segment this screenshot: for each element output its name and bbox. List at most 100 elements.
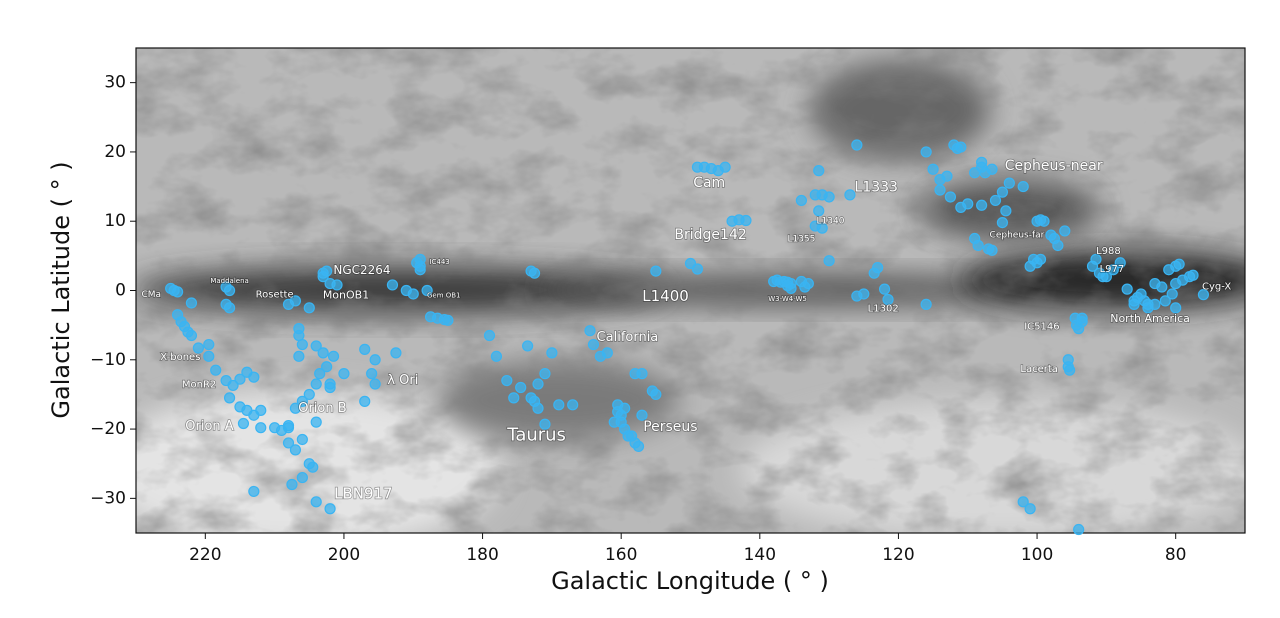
point <box>369 354 381 366</box>
point <box>359 343 371 355</box>
point <box>872 262 884 274</box>
point <box>317 271 329 283</box>
annotation: Cepheus-far <box>990 231 1045 241</box>
point <box>296 395 308 407</box>
point <box>324 503 336 515</box>
point <box>785 282 797 295</box>
annotation: W3-W4-W5 <box>768 295 807 303</box>
point <box>227 379 239 392</box>
point <box>171 286 184 298</box>
point <box>203 338 215 351</box>
point <box>650 265 662 277</box>
annotation: Perseus <box>643 419 697 435</box>
annotation: L1340 <box>817 217 845 227</box>
point <box>539 418 551 430</box>
point <box>286 478 298 491</box>
point <box>962 198 974 210</box>
point <box>1114 257 1126 269</box>
point <box>608 416 620 428</box>
annotation: California <box>597 330 659 345</box>
point <box>522 340 534 352</box>
point <box>584 325 596 337</box>
point <box>532 378 544 390</box>
x-tick-label: 220 <box>189 545 221 565</box>
point <box>546 347 558 359</box>
annotation: L1355 <box>787 235 815 245</box>
point <box>508 392 520 404</box>
point <box>1073 523 1085 536</box>
point <box>185 329 198 342</box>
annotation: NGC2264 <box>333 263 390 277</box>
point <box>1000 205 1012 217</box>
annotation: L1302 <box>868 304 899 315</box>
point <box>1017 496 1029 508</box>
point <box>421 284 433 297</box>
point <box>726 215 738 227</box>
x-tick-label: 180 <box>466 545 498 565</box>
y-tick-label: 10 <box>104 211 126 231</box>
point <box>483 329 496 342</box>
point <box>359 395 371 407</box>
point <box>1173 258 1185 270</box>
point <box>996 217 1009 229</box>
annotation: Cam <box>693 175 725 191</box>
annotation: L977 <box>1100 264 1125 275</box>
point <box>282 422 295 434</box>
point <box>844 189 856 201</box>
point <box>858 288 870 300</box>
point <box>989 194 1002 207</box>
y-tick-label: −30 <box>90 488 126 508</box>
point <box>296 471 308 484</box>
x-tick-label: 140 <box>744 545 776 565</box>
point <box>255 404 267 416</box>
point <box>1003 177 1015 189</box>
point <box>338 368 350 380</box>
point <box>255 422 267 434</box>
point <box>740 214 752 227</box>
annotation: CMa <box>141 290 161 300</box>
point <box>691 263 704 275</box>
point <box>636 409 648 421</box>
point <box>601 347 613 359</box>
point <box>969 167 981 179</box>
point <box>442 314 454 326</box>
annotation: MonR2 <box>182 380 216 391</box>
y-tick-label: −20 <box>90 419 126 439</box>
point <box>1187 269 1199 281</box>
point <box>321 361 333 373</box>
point <box>882 293 894 306</box>
point <box>1170 302 1182 314</box>
annotation: IC5146 <box>1024 322 1059 333</box>
point <box>1159 295 1171 307</box>
annotation: Bridge142 <box>674 227 746 243</box>
point <box>234 373 246 385</box>
point <box>528 267 541 279</box>
point <box>310 340 322 352</box>
annotation: MonOB1 <box>323 288 369 301</box>
annotation: Cyg-X <box>1202 281 1231 292</box>
point <box>972 239 984 252</box>
point <box>515 381 527 394</box>
point <box>802 277 814 290</box>
point <box>528 395 541 407</box>
point <box>324 381 336 394</box>
y-axis-title: Galactic Latitude ( ° ) <box>47 161 75 418</box>
point <box>303 302 315 314</box>
point <box>203 350 215 362</box>
point <box>296 338 308 351</box>
point <box>920 298 932 310</box>
point <box>1059 225 1071 237</box>
point <box>567 399 579 411</box>
annotation: Taurus <box>506 424 566 445</box>
point <box>719 161 731 173</box>
y-tick-label: 0 <box>115 281 126 301</box>
annotation: Lacerta <box>1020 364 1058 375</box>
point <box>185 297 198 309</box>
point <box>1017 180 1029 193</box>
point <box>1149 277 1161 290</box>
point <box>851 139 863 151</box>
point <box>248 485 260 498</box>
point <box>941 170 953 182</box>
annotation: L988 <box>1096 246 1121 257</box>
